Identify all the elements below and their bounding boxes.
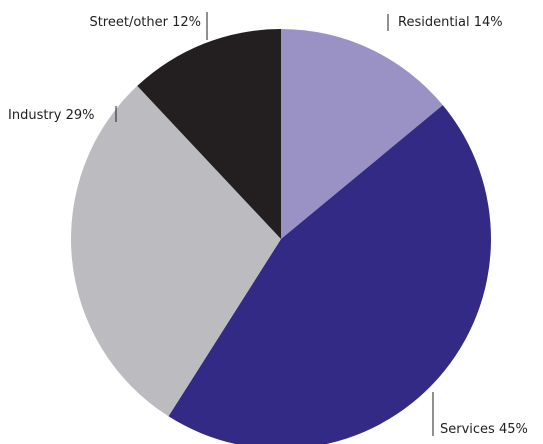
slice-name: Services — [440, 422, 495, 437]
slice-value-label: 14% — [474, 15, 503, 30]
pie-slice — [137, 29, 281, 239]
pie-slice — [281, 29, 443, 239]
slice-name: Residential — [398, 15, 470, 30]
pie-slice — [168, 105, 491, 444]
slice-label: Residential 14% — [398, 15, 503, 30]
slice-label: Services 45% — [440, 422, 528, 437]
pie-slice — [71, 85, 281, 417]
slice-name: Industry — [8, 108, 62, 123]
slice-value-label: 45% — [499, 422, 528, 437]
slice-value-label: 12% — [172, 15, 201, 30]
slice-label: Street/other 12% — [89, 15, 201, 30]
slice-value-label: 29% — [66, 108, 95, 123]
slice-label: Industry 29% — [8, 108, 95, 123]
slice-name: Street/other — [89, 15, 168, 30]
